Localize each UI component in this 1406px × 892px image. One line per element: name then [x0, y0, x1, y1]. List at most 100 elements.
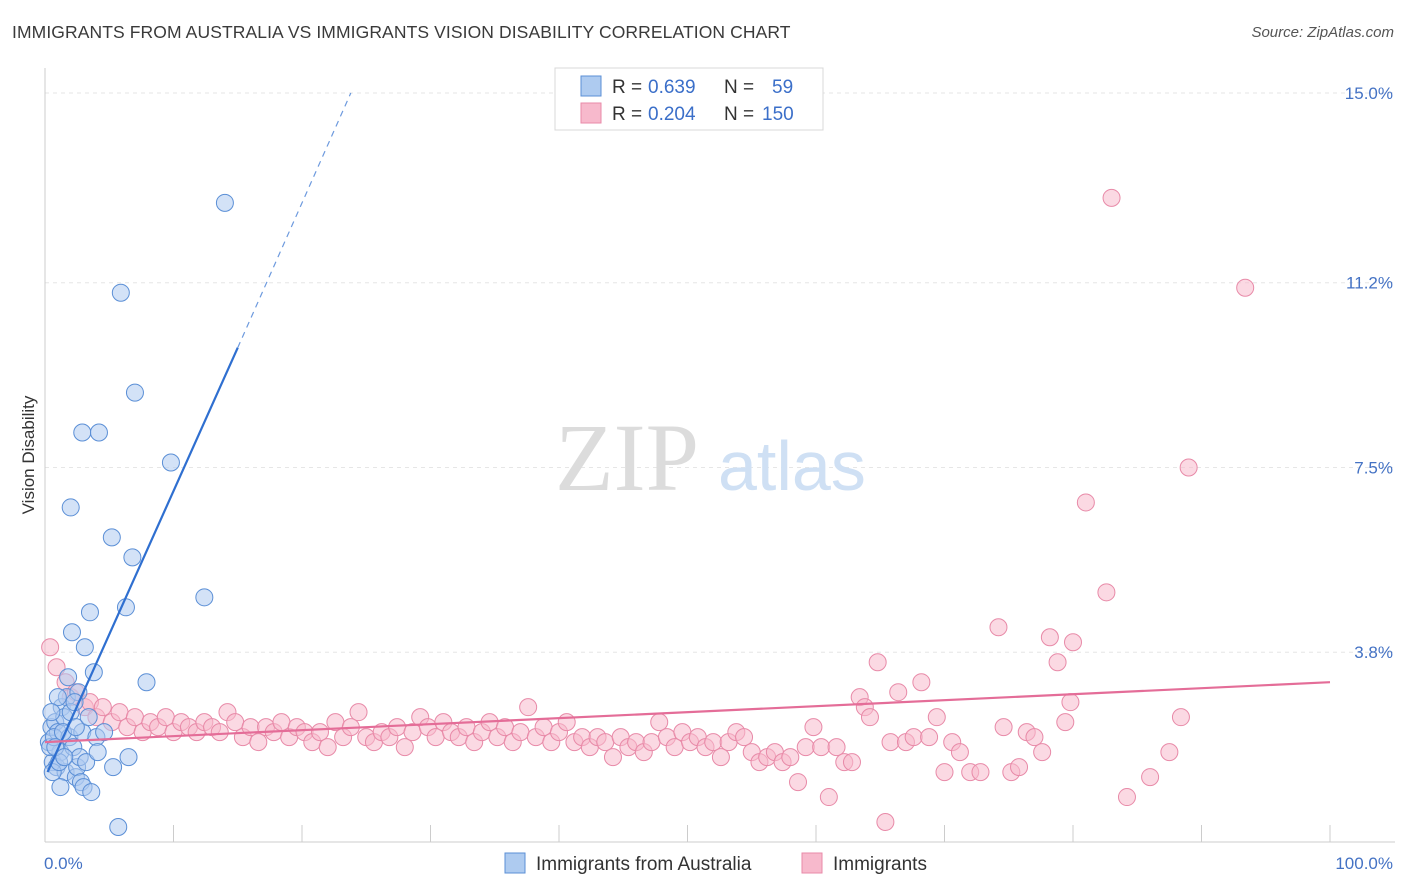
chart-title: IMMIGRANTS FROM AUSTRALIA VS IMMIGRANTS … — [12, 22, 791, 42]
immigrants-point-47 — [395, 738, 414, 757]
immigrants-point-63 — [519, 698, 538, 717]
immigrants-point-62 — [511, 723, 530, 742]
immigrants-point-117 — [927, 708, 946, 727]
immigrants-point-102 — [819, 788, 838, 807]
australia-point-42 — [123, 548, 142, 567]
australia-point-37 — [61, 498, 80, 517]
immigrants-point-134 — [1064, 633, 1082, 652]
immigrants-point-116 — [920, 728, 939, 747]
immigrants-point-140 — [1141, 768, 1160, 787]
immigrants-point-130 — [1040, 628, 1059, 647]
immigrants-point-99 — [796, 738, 815, 757]
y-tick-label-2: 11.2% — [1346, 274, 1393, 293]
immigrants-point-79 — [642, 733, 661, 752]
immigrants-point-8 — [93, 698, 112, 717]
immigrants-point-65 — [534, 718, 553, 737]
immigrants-point-142 — [1171, 708, 1190, 727]
bottom-legend-label-immigrants: Immigrants — [833, 854, 927, 875]
australia-point-38 — [73, 423, 92, 442]
immigrants-point-28 — [249, 733, 268, 752]
immigrants-point-132 — [1056, 713, 1075, 732]
immigrants-point-137 — [1102, 188, 1121, 207]
immigrants-point-97 — [781, 748, 800, 767]
immigrants-point-131 — [1048, 653, 1067, 672]
australia-point-47 — [195, 588, 214, 607]
immigrants-point-112 — [889, 683, 908, 702]
x-tick-label-0: 0.0% — [44, 854, 83, 873]
australia-point-48 — [215, 193, 234, 212]
immigrants-point-136 — [1097, 583, 1116, 602]
immigrants-point-37 — [318, 738, 337, 757]
x-tick-labels: 0.0% 100.0% — [44, 854, 1393, 873]
immigrants-point-25 — [226, 713, 245, 732]
immigrants-point-103 — [827, 738, 846, 757]
immigrants-point-73 — [596, 733, 615, 752]
bottom-legend: Immigrants from Australia Immigrants — [504, 852, 927, 875]
watermark: ZIP atlas — [555, 404, 866, 511]
australia-point-43 — [116, 598, 135, 617]
immigrants-point-31 — [272, 713, 291, 732]
legend-n-label-1: N = — [724, 77, 754, 98]
series-australia-points — [39, 193, 234, 837]
immigrants-point-0 — [41, 638, 60, 657]
immigrants-point-68 — [557, 713, 576, 732]
australia-point-54 — [55, 748, 74, 767]
legend-n-label-2: N = — [724, 104, 754, 125]
legend-r-label-2: R = — [612, 104, 642, 125]
australia-point-29 — [88, 743, 107, 762]
immigrants-point-110 — [876, 813, 895, 832]
legend-swatch-australia — [580, 75, 602, 97]
watermark-atlas: atlas — [718, 427, 866, 505]
immigrants-point-122 — [971, 763, 990, 782]
australia-point-40 — [102, 528, 121, 547]
bottom-legend-swatch-immigrants — [801, 852, 823, 874]
immigrants-point-111 — [881, 733, 900, 752]
australia-point-45 — [137, 673, 156, 692]
immigrants-point-129 — [1033, 743, 1052, 762]
immigrants-point-16 — [156, 708, 175, 727]
immigrants-point-88 — [711, 748, 730, 767]
legend-r-label-1: R = — [612, 77, 642, 98]
immigrants-point-46 — [388, 718, 407, 737]
chart-source: Source: ZipAtlas.com — [1251, 24, 1394, 41]
y-tick-label-1: 7.5% — [1354, 458, 1393, 477]
immigrants-point-133 — [1061, 693, 1080, 712]
legend-n-value-1: 59 — [772, 77, 793, 98]
immigrants-point-138 — [1117, 788, 1136, 807]
immigrants-point-105 — [842, 753, 861, 772]
australia-point-51 — [119, 748, 138, 767]
immigrants-point-41 — [349, 703, 368, 722]
immigrants-point-115 — [912, 673, 931, 692]
legend-swatch-immigrants — [580, 102, 602, 124]
immigrants-point-114 — [904, 728, 923, 747]
australia-point-26 — [80, 603, 99, 622]
immigrants-point-74 — [603, 748, 622, 767]
legend-r-value-1: 0.639 — [648, 77, 696, 98]
immigrants-point-1 — [47, 658, 66, 677]
immigrants-point-128 — [1025, 728, 1044, 747]
australia-point-22 — [77, 753, 96, 772]
australia-point-23 — [62, 623, 81, 642]
immigrants-point-51 — [426, 728, 445, 747]
immigrants-point-91 — [735, 728, 754, 747]
australia-point-41 — [111, 283, 130, 302]
immigrants-point-98 — [789, 773, 808, 792]
australia-point-57 — [42, 703, 61, 722]
australia-point-39 — [89, 423, 108, 442]
australia-point-36 — [75, 638, 94, 657]
australia-point-44 — [125, 383, 144, 402]
watermark-zip: ZIP — [555, 404, 699, 511]
immigrants-point-124 — [989, 618, 1008, 637]
australia-point-50 — [104, 758, 123, 777]
immigrants-point-87 — [704, 733, 723, 752]
bottom-legend-swatch-australia — [504, 852, 526, 874]
bottom-legend-label-australia: Immigrants from Australia — [536, 854, 752, 875]
immigrants-point-108 — [860, 708, 879, 727]
x-tick-label-1: 100.0% — [1335, 854, 1393, 873]
immigrants-point-135 — [1076, 493, 1095, 512]
australia-point-34 — [48, 688, 67, 707]
y-tick-label-3: 15.0% — [1345, 84, 1393, 103]
immigrants-point-23 — [210, 723, 229, 742]
y-tick-label-0: 3.8% — [1354, 643, 1393, 662]
